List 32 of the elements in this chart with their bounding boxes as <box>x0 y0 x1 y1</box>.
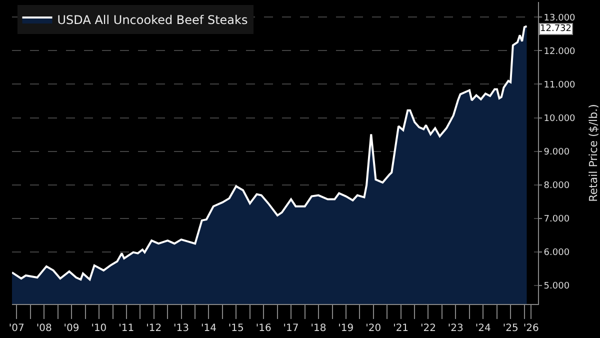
x-tick-label: '13 <box>174 323 190 334</box>
x-tick-label: '14 <box>200 323 216 334</box>
x-tick-label: '19 <box>338 323 354 334</box>
y-tick-label: 7.000 <box>544 214 570 225</box>
x-tick-label: '07 <box>8 323 24 334</box>
x-tick-label: '25 <box>502 323 518 334</box>
y-tick-label: 8.000 <box>544 181 570 192</box>
y-tick-label: 13.000 <box>544 13 576 24</box>
x-tick-label: '16 <box>256 323 272 334</box>
x-tick-label: '10 <box>91 323 107 334</box>
x-tick-label: '20 <box>366 323 382 334</box>
x-tick-label: '12 <box>146 323 162 334</box>
x-tick-label: '09 <box>64 323 80 334</box>
x-tick-label: '17 <box>283 323 299 334</box>
annotation: 12.732 <box>540 24 572 34</box>
x-tick-label: '18 <box>310 323 326 334</box>
x-tick-label: '23 <box>448 323 464 334</box>
y-tick-label: 12.000 <box>544 46 576 57</box>
y-tick-label: 11.000 <box>544 80 576 90</box>
x-tick-label: '22 <box>420 323 436 334</box>
legend-label: USDA All Uncooked Beef Steaks <box>57 13 248 28</box>
x-tick-label: '11 <box>118 323 134 334</box>
y-tick-label: 9.000 <box>544 147 570 158</box>
y-axis-title: Retail Price ($/lb.) <box>587 104 600 202</box>
x-tick-label: '21 <box>393 323 409 334</box>
x-tick-label: '26 <box>523 323 539 334</box>
y-tick-label: 5.000 <box>544 282 570 292</box>
x-tick-label: '08 <box>36 323 52 334</box>
x-tick-label: '24 <box>475 323 491 334</box>
y-tick-label: 10.000 <box>544 114 576 124</box>
y-tick-label: 6.000 <box>544 248 570 258</box>
x-tick-label: '15 <box>228 323 244 334</box>
